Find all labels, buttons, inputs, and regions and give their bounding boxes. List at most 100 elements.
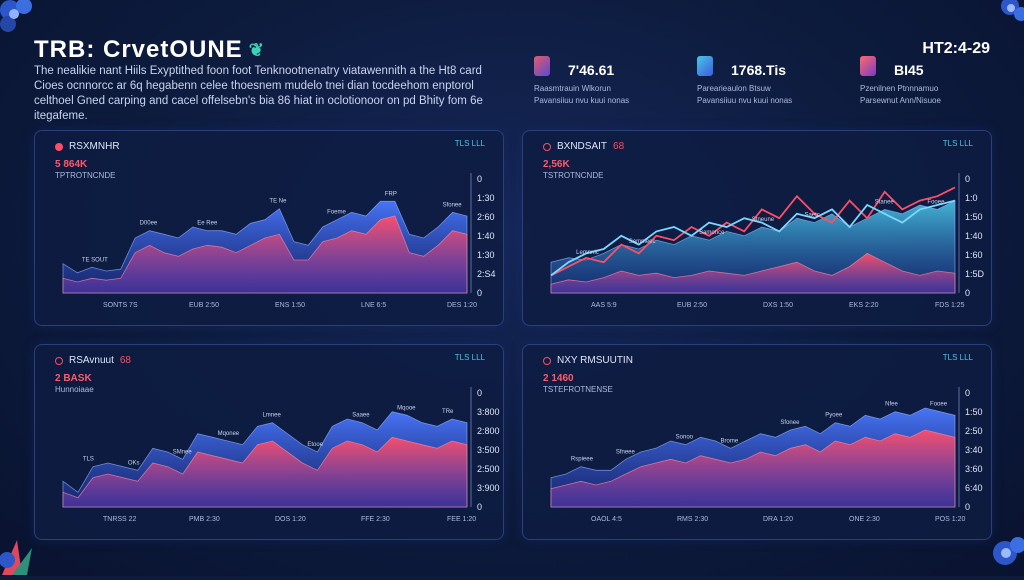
series-line-cyan-line	[550, 199, 956, 277]
y-tick-label: 3:800	[477, 407, 500, 417]
y-tick-label: 1:30	[477, 250, 495, 260]
chart-title-3: RSAvnuut 68	[55, 355, 131, 366]
y-tick-label: 2:S4	[477, 269, 496, 279]
chart-legend-2: TSTROTNCNDE	[543, 171, 604, 180]
y-tick-label: 1:50	[965, 212, 983, 222]
data-annotation: TLS	[83, 457, 94, 463]
chart-title-dot-icon	[543, 142, 551, 151]
series-area-red	[62, 436, 468, 508]
data-annotation: Brome	[721, 438, 739, 444]
page-subtitle: The nealikie nant Hiils Exyptithed foon …	[34, 65, 483, 122]
data-annotation: Sfonee	[443, 202, 463, 208]
chart-title-text-3: RSAvnuut	[69, 355, 114, 366]
chart-title-dot-icon	[55, 356, 63, 365]
data-annotation: Etooe	[307, 442, 323, 448]
y-tick-label: 0	[477, 388, 482, 398]
page-title-text: TRB: CrvetOUNE	[34, 36, 243, 63]
chart-legend-4: TSTEFROTNENSE	[543, 385, 613, 394]
y-tick-label: 1:40	[965, 231, 983, 241]
y-tick-label: 1:50	[965, 407, 983, 417]
chart-panel-2: BXNDSAIT 68 TLS LLL 2,56K TSTROTNCNDE 0 1…	[522, 130, 992, 326]
chart-legend-1: TPTROTNCNDE	[55, 171, 116, 180]
y-tick-label: 3:60	[965, 464, 983, 474]
y-tick-label: 0	[477, 174, 482, 184]
chart-tag-1: TLS LLL	[454, 139, 485, 148]
chart-title-4: NXY RMSUUTIN	[543, 355, 633, 366]
data-annotation: Saaee	[352, 413, 370, 419]
chart-tag-3: TLS LLL	[454, 353, 485, 362]
y-tick-label: 0	[965, 502, 970, 512]
data-annotation: Samonce	[699, 230, 725, 236]
series-area-red	[62, 215, 468, 294]
x-tick-label: POS 1:20	[935, 516, 965, 523]
y-tick-label: 0	[477, 288, 482, 298]
chart-value-2: 2,56K	[543, 159, 570, 170]
y-tick-label: 2:500	[477, 464, 500, 474]
chart-title-dot-icon	[55, 142, 63, 151]
data-annotation: Foeme	[327, 210, 346, 216]
chart-panel-1: RSXMNHR TLS LLL 5 864K TPTROTNCNDE 0 1:30…	[34, 130, 504, 326]
x-tick-label: TNRSS 22	[103, 516, 137, 523]
chart-title-badge-3: 68	[119, 355, 131, 366]
chart-title-text-2: BXNDSAIT	[557, 141, 608, 152]
data-annotation: TRe	[442, 409, 454, 415]
stat-value-1: 7'46.61	[568, 62, 615, 78]
data-annotation: Semnieec	[629, 239, 656, 245]
stat-value-3: BI45	[894, 62, 924, 78]
y-tick-label: 3:500	[477, 445, 500, 455]
chart-svg-1: 0 1:30 2:60 1:40 1:30 2:S4 0 SONTS 7S EUB 2:50 EN…	[62, 173, 496, 309]
data-annotation: Fooee	[930, 402, 948, 408]
x-tick-label: FEE 1:20	[447, 516, 476, 523]
x-tick-label: DRA 1:20	[763, 516, 793, 523]
series-area-area-red	[550, 252, 956, 294]
chart-svg-2: 0 1:0 1:50 1:40 1:60 1:5D 0 AAS 5:9 EUB 2:50 DXS …	[550, 173, 985, 309]
y-tick-label: 3:900	[477, 483, 500, 493]
stat-swatch-3	[860, 56, 876, 76]
data-annotation: Ee Ree	[197, 221, 218, 227]
y-tick-label: 0	[965, 174, 970, 184]
data-annotation: OKs	[128, 460, 140, 466]
stat-caption-3: Pzenilnen Ptnnnamuo	[860, 84, 939, 93]
stat-caption2-3: Parsewnut Ann/Nisuoe	[860, 96, 941, 105]
data-annotation: Mqooe	[397, 405, 416, 411]
data-annotation: Fooee	[927, 199, 945, 205]
y-tick-label: 2:50	[965, 426, 983, 436]
data-annotation: Nfee	[885, 402, 898, 408]
y-tick-label: 2:60	[477, 212, 495, 222]
data-annotation: SMnee	[173, 449, 193, 455]
data-annotation: TE Ne	[269, 199, 287, 205]
series-area-red	[550, 429, 956, 508]
y-tick-label: 1:30	[477, 193, 495, 203]
flower-decoration-bottom-left	[0, 540, 32, 575]
chart-tag-2: TLS LLL	[942, 139, 973, 148]
y-tick-label: 6:40	[965, 483, 983, 493]
chart-svg-3: 0 3:800 2:800 3:500 2:500 3:900 0 TNRSS 22 PMB 2…	[62, 387, 500, 523]
stat-caption2-1: Pavansiiuu nvu kuui nonas	[534, 96, 630, 105]
stat-value-2: 1768.Tis	[731, 62, 787, 78]
data-annotation: Sonoo	[676, 435, 694, 441]
x-tick-label: DES 1:20	[447, 302, 477, 309]
chart-title-dot-icon	[543, 356, 551, 365]
chart-title-badge-2: 68	[613, 141, 625, 152]
y-tick-label: 0	[477, 502, 482, 512]
x-tick-label: SONTS 7S	[103, 302, 138, 309]
data-annotation: FRP	[385, 191, 397, 197]
x-tick-label: LNE 6:5	[361, 302, 386, 309]
x-tick-label: DOS 1:20	[275, 516, 306, 523]
x-tick-label: OAOL 4:5	[591, 516, 622, 523]
x-tick-label: FFE 2:30	[361, 516, 390, 523]
data-annotation: Sfonee	[780, 420, 800, 426]
x-tick-label: FDS 1:25	[935, 302, 965, 309]
chart-title-text-1: RSXMNHR	[69, 141, 120, 152]
y-tick-label: 1:0	[965, 193, 978, 203]
data-annotation: Sfneee	[616, 449, 636, 455]
chart-title-2: BXNDSAIT 68	[543, 141, 624, 152]
y-tick-label: 0	[965, 388, 970, 398]
chart-title-text-4: NXY RMSUUTIN	[557, 355, 633, 366]
y-tick-label: 0	[965, 288, 970, 298]
data-annotation: Pyoee	[825, 413, 843, 419]
x-tick-label: EKS 2:20	[849, 302, 879, 309]
data-annotation: Rspieee	[571, 457, 594, 463]
y-tick-label: 1:60	[965, 250, 983, 260]
y-tick-label: 1:5D	[965, 269, 985, 279]
